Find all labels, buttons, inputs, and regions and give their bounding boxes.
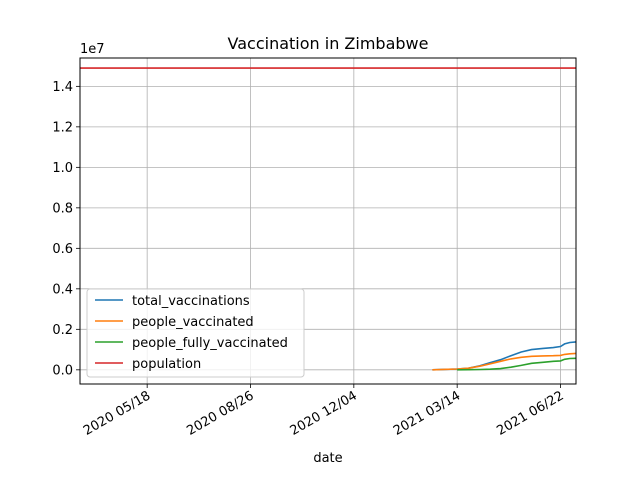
ticks: 0.0 0.2 0.4 0.6 0.8 1.0 1.2 1.4 2020 05/18 2020 0… bbox=[52, 80, 566, 439]
legend-label: population bbox=[132, 357, 201, 372]
x-axis-label: date bbox=[313, 451, 342, 466]
x-tick-label: 2020 08/26 bbox=[184, 388, 256, 438]
y-tick-label: 0.6 bbox=[52, 242, 73, 257]
series-line-people_vaccinated bbox=[432, 352, 577, 371]
y-tick-label: 1.0 bbox=[52, 161, 73, 176]
legend-label: people_fully_vaccinated bbox=[132, 336, 288, 351]
series-lines bbox=[80, 67, 577, 371]
y-tick-label: 1.2 bbox=[52, 120, 73, 135]
legend-box bbox=[86, 288, 305, 378]
x-tick-label: 2021 06/22 bbox=[494, 388, 566, 438]
series-line-people_fully_vaccinated bbox=[457, 357, 577, 371]
x-tick-label: 2020 05/18 bbox=[81, 388, 153, 438]
chart-title: Vaccination in Zimbabwe bbox=[228, 34, 429, 53]
legend-label: total_vaccinations bbox=[132, 294, 250, 309]
y-tick-label: 1.4 bbox=[52, 80, 73, 95]
axes-frame bbox=[79, 57, 577, 385]
legend: total_vaccinations people_vaccinatedpeopl… bbox=[86, 288, 305, 378]
y-tick-label: 0.8 bbox=[52, 201, 73, 216]
x-tick-label: 2021 03/14 bbox=[391, 388, 463, 438]
y-offset-label: 1e7 bbox=[80, 42, 105, 57]
y-tick-label: 0.2 bbox=[52, 323, 73, 338]
legend-label: people_vaccinated bbox=[132, 315, 254, 330]
x-tick-label: 2020 12/04 bbox=[288, 388, 360, 438]
y-tick-label: 0.0 bbox=[52, 363, 73, 378]
y-tick-label: 0.4 bbox=[52, 282, 73, 297]
